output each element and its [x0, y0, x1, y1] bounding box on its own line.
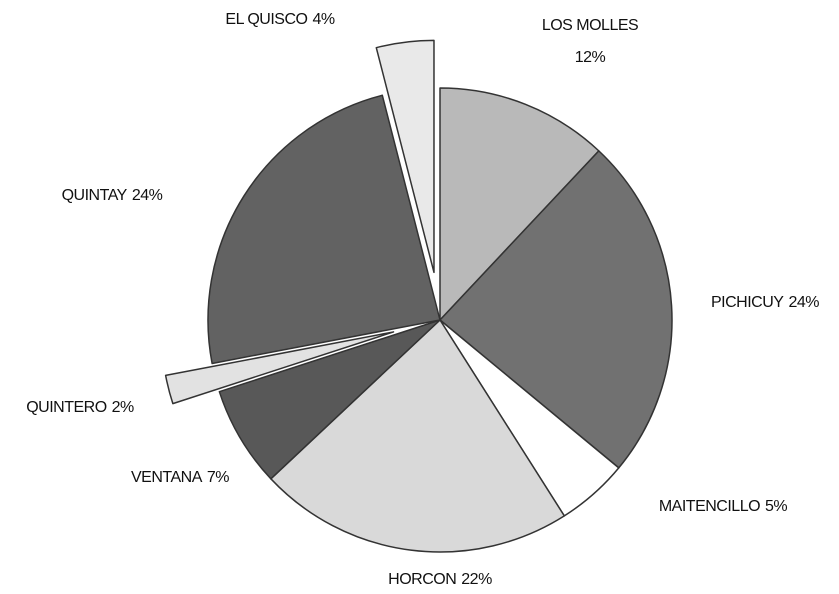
- slice-name: HORCON: [388, 571, 456, 588]
- slice-value: 7%: [207, 469, 229, 486]
- pie-slice: [439, 150, 673, 469]
- slice-name: QUINTERO: [26, 399, 107, 416]
- slice-label: PICHICUY 24%: [711, 294, 819, 311]
- slice-name: VENTANA: [131, 469, 203, 486]
- pie-slice: [207, 94, 441, 365]
- slice-value: 24%: [132, 187, 163, 204]
- slice-value: 24%: [788, 294, 819, 311]
- pie-slice: [218, 319, 441, 480]
- slice-value: 5%: [765, 498, 787, 515]
- slice-value: 12%: [575, 49, 606, 66]
- pie-slice: [164, 331, 395, 405]
- slice-label: MAITENCILLO 5%: [659, 498, 788, 515]
- slice-label: LOS MOLLES 12%: [542, 17, 638, 66]
- slice-label: VENTANA 7%: [131, 469, 229, 486]
- slice-name: MAITENCILLO: [659, 498, 760, 515]
- slice-value: 22%: [461, 571, 492, 588]
- slice-value: 4%: [312, 11, 334, 28]
- slice-name: LOS MOLLES: [542, 17, 638, 34]
- pie-slice: [270, 319, 566, 553]
- slice-value: 2%: [112, 399, 134, 416]
- pie-slice: [439, 87, 600, 321]
- slice-name: PICHICUY: [711, 294, 784, 311]
- slice-label: EL QUISCO 4%: [225, 11, 334, 28]
- slice-label: QUINTERO 2%: [26, 399, 134, 416]
- slice-label: QUINTAY 24%: [62, 187, 163, 204]
- pie-slice: [375, 39, 435, 274]
- slice-name: EL QUISCO: [225, 11, 307, 28]
- slice-name: QUINTAY: [62, 187, 128, 204]
- slice-label: HORCON 22%: [388, 571, 492, 588]
